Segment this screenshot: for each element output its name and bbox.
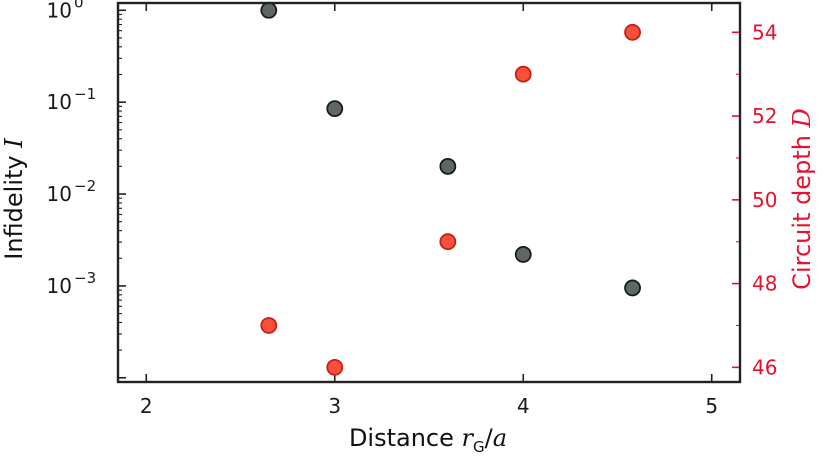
y-left-tick-label: 10 xyxy=(47,0,72,22)
y-right-tick-label: 52 xyxy=(752,104,777,128)
infidelity-point xyxy=(514,246,532,263)
y-axis-left-label-var: I xyxy=(0,138,28,149)
y-right-tick-label: 48 xyxy=(752,272,777,296)
x-tick-label: 3 xyxy=(328,394,341,418)
infidelity-point xyxy=(260,1,278,19)
circuit-depth-point xyxy=(514,65,532,83)
y-right-tick-label: 54 xyxy=(752,20,777,44)
circuit-depth-point xyxy=(439,233,457,251)
x-axis-label-slash: / xyxy=(485,424,494,452)
y-left-tick-label: 10 xyxy=(47,182,72,206)
plot-frame xyxy=(116,1,742,384)
x-axis-label-var: r xyxy=(462,424,475,452)
y-axis-right-label-prefix: Circuit depth xyxy=(788,127,816,289)
circuit-depth-point xyxy=(260,317,278,334)
y-left-tick-exponent: 0 xyxy=(74,0,84,11)
x-axis-label-sub: G xyxy=(473,438,485,456)
y-right-tick-label: 50 xyxy=(752,188,777,212)
circuit-depth-point xyxy=(326,358,344,376)
y-left-tick-label: 10 xyxy=(47,90,72,114)
infidelity-point xyxy=(439,157,457,175)
y-left-tick-label: 10 xyxy=(47,274,72,298)
y-left-tick-exponent: −1 xyxy=(74,85,96,103)
y-axis-right-label: Circuit depth D xyxy=(788,108,816,290)
y-right-tick-label: 46 xyxy=(752,355,777,379)
x-tick-label: 2 xyxy=(140,394,153,418)
infidelity-point xyxy=(624,279,641,297)
y-left-tick-exponent: −3 xyxy=(74,269,96,287)
x-tick-label: 4 xyxy=(517,394,530,418)
x-axis-label-denom: a xyxy=(493,424,507,452)
y-axis-left-label-prefix: Infidelity xyxy=(0,148,28,260)
infidelity-point xyxy=(326,100,344,118)
y-left-tick-exponent: −2 xyxy=(74,177,96,195)
y-axis-left-label: Infidelity I xyxy=(0,138,28,260)
circuit-depth-point xyxy=(624,23,641,41)
x-axis-label-prefix: Distance xyxy=(349,424,462,452)
x-axis-label: Distance rG/a xyxy=(349,424,507,456)
marks-layer xyxy=(260,1,641,376)
x-tick-label: 5 xyxy=(705,394,718,418)
y-axis-right-label-var: D xyxy=(788,108,816,128)
